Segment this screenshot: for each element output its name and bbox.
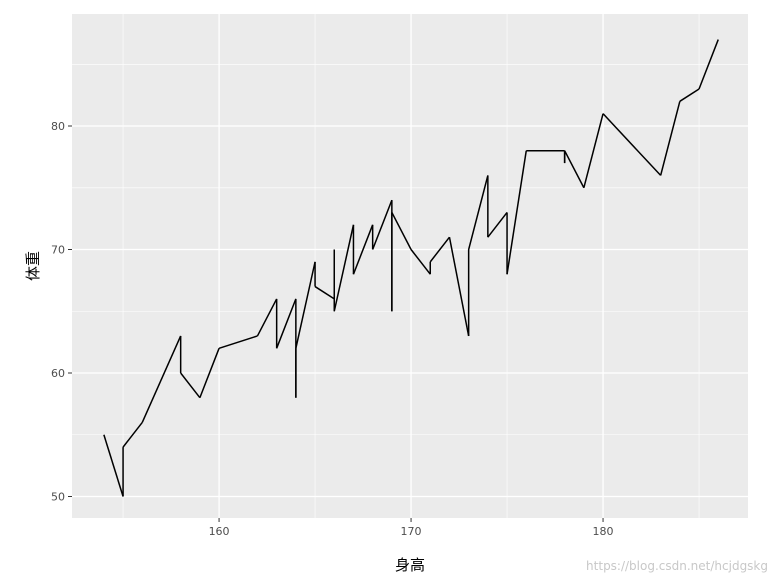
line-segment [448,237,470,337]
line-segment [391,212,412,250]
watermark: https://blog.csdn.net/hcjdgskg [586,559,768,573]
line-segment [180,372,201,399]
line-segment [295,261,316,349]
y-tick-label: 70 [51,244,65,257]
line-segment [659,101,681,176]
line-segment [256,298,278,337]
x-axis-label: 身高 [395,556,425,574]
y-axis-label: 体重 [24,251,42,281]
line-segment [602,113,662,176]
line-segment [679,88,700,102]
line-segment [218,335,258,350]
y-tick-label: 60 [51,367,65,380]
line-segment [141,335,182,423]
line-segment [698,39,719,90]
y-tick-label: 50 [51,491,65,504]
line-segment [506,150,527,275]
line-segment [563,150,585,189]
line-segment [371,199,393,250]
y-tick-label: 80 [51,120,65,133]
line-segment [487,212,508,238]
x-tick-label: 170 [401,525,422,538]
line-segment [103,434,124,497]
line-segment [314,285,335,300]
line-segment [199,348,220,398]
line-segment [333,224,355,312]
x-tick-label: 180 [593,525,614,538]
line-segment [122,421,143,448]
line-segment [352,224,374,275]
line-segment [429,236,451,263]
line-segment [467,175,489,250]
line-segment [275,298,297,349]
line-segment [410,249,431,275]
x-tick-label: 160 [209,525,230,538]
line-segment [583,113,604,188]
plot-panel [72,14,748,518]
